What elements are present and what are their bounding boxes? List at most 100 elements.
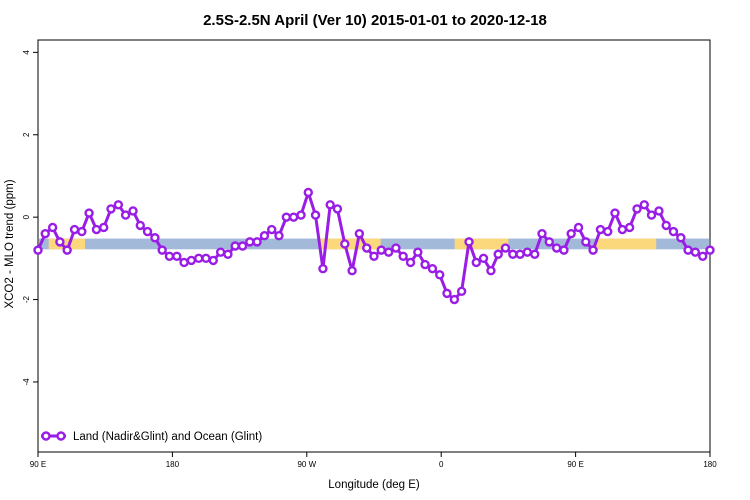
legend-label: Land (Nadir&Glint) and Ocean (Glint) xyxy=(73,431,262,443)
series-land-ocean xyxy=(33,187,715,305)
y-axis-label: XCO2 - MLO trend (ppm) xyxy=(4,179,16,308)
data-point-51 xyxy=(405,257,416,268)
data-point-68 xyxy=(530,249,540,259)
data-point-31 xyxy=(259,230,270,241)
y-tick-label-4: 4 xyxy=(22,50,31,55)
x-tick-label-3: 0 xyxy=(439,460,444,469)
data-point-72 xyxy=(559,245,569,255)
background-band xyxy=(39,238,709,250)
data-point-30 xyxy=(252,237,262,247)
data-point-85 xyxy=(654,206,664,216)
data-point-65 xyxy=(508,249,518,259)
data-point-84 xyxy=(646,210,657,220)
x-tick-label-2: 90 W xyxy=(297,460,316,469)
data-point-56 xyxy=(442,288,452,299)
x-tick-label-5: 180 xyxy=(703,460,717,469)
data-point-23 xyxy=(201,253,211,264)
data-point-44 xyxy=(354,228,365,239)
data-point-58 xyxy=(456,286,467,297)
data-point-3 xyxy=(55,237,65,247)
data-point-76 xyxy=(588,245,598,255)
data-point-33 xyxy=(274,230,284,241)
data-point-59 xyxy=(464,237,474,247)
data-point-47 xyxy=(376,245,386,255)
data-point-69 xyxy=(537,228,547,239)
data-point-15 xyxy=(142,226,153,237)
data-point-24 xyxy=(208,255,218,266)
data-point-79 xyxy=(610,208,620,218)
data-point-63 xyxy=(493,249,503,259)
data-point-49 xyxy=(391,243,401,253)
x-tick-label-0: 90 E xyxy=(30,460,46,469)
data-point-14 xyxy=(135,220,145,231)
data-point-12 xyxy=(120,210,131,220)
land-band-segment-3 xyxy=(595,238,657,250)
x-tick-label-4: 90 E xyxy=(567,460,583,469)
data-point-42 xyxy=(340,239,350,249)
data-point-6 xyxy=(77,226,87,237)
data-point-64 xyxy=(500,243,511,253)
data-point-43 xyxy=(347,266,357,276)
data-point-55 xyxy=(435,270,445,280)
data-point-90 xyxy=(690,247,701,257)
data-point-87 xyxy=(668,226,679,237)
legend-marker-right xyxy=(56,431,66,441)
data-point-71 xyxy=(551,243,562,253)
data-point-25 xyxy=(215,247,226,257)
data-point-38 xyxy=(310,210,321,220)
data-point-88 xyxy=(676,233,686,243)
data-point-75 xyxy=(581,237,591,247)
data-point-57 xyxy=(449,294,460,305)
data-point-8 xyxy=(91,224,102,235)
data-point-52 xyxy=(413,247,423,257)
data-point-17 xyxy=(157,245,167,255)
data-point-92 xyxy=(705,245,715,255)
y-tick-label-2: 0 xyxy=(22,214,31,219)
data-point-22 xyxy=(194,253,204,264)
data-point-18 xyxy=(164,251,175,261)
data-point-39 xyxy=(318,263,328,274)
data-point-0 xyxy=(33,245,43,255)
data-point-70 xyxy=(544,237,554,247)
y-axis-ticks: -4 -2 0 2 4 xyxy=(22,50,38,386)
data-point-36 xyxy=(296,210,306,220)
data-point-27 xyxy=(230,241,240,251)
chart-title: 2.5S-2.5N April (Ver 10) 2015-01-01 to 2… xyxy=(203,12,547,29)
data-point-1 xyxy=(40,228,50,239)
y-tick-label-0: -4 xyxy=(22,378,31,386)
data-point-26 xyxy=(223,249,233,259)
data-point-53 xyxy=(420,259,430,270)
data-point-60 xyxy=(471,257,481,268)
data-point-54 xyxy=(427,263,438,274)
data-point-74 xyxy=(573,222,584,233)
y-tick-label-1: -2 xyxy=(22,295,31,303)
data-point-66 xyxy=(515,249,525,259)
data-point-20 xyxy=(179,257,189,268)
data-point-80 xyxy=(617,224,628,235)
data-point-91 xyxy=(698,251,708,261)
data-point-83 xyxy=(639,200,649,210)
data-point-9 xyxy=(99,222,109,233)
data-point-81 xyxy=(624,222,635,233)
data-point-19 xyxy=(172,251,182,261)
data-point-11 xyxy=(113,200,124,210)
land-band-segment-2 xyxy=(454,238,509,250)
data-point-4 xyxy=(62,245,72,255)
y-tick-label-3: 2 xyxy=(22,132,31,137)
data-point-82 xyxy=(632,204,642,214)
data-point-67 xyxy=(522,247,533,257)
data-point-10 xyxy=(106,204,116,214)
data-point-50 xyxy=(398,251,408,261)
x-tick-label-1: 180 xyxy=(166,460,180,469)
legend-marker-left xyxy=(41,431,51,441)
data-point-45 xyxy=(362,243,372,253)
data-point-7 xyxy=(84,208,94,218)
data-point-86 xyxy=(661,220,671,231)
data-point-61 xyxy=(478,253,489,264)
data-point-29 xyxy=(245,237,255,247)
data-point-32 xyxy=(267,224,277,235)
legend: Land (Nadir&Glint) and Ocean (Glint) xyxy=(41,431,262,443)
data-point-46 xyxy=(369,251,379,261)
data-point-48 xyxy=(383,247,394,257)
